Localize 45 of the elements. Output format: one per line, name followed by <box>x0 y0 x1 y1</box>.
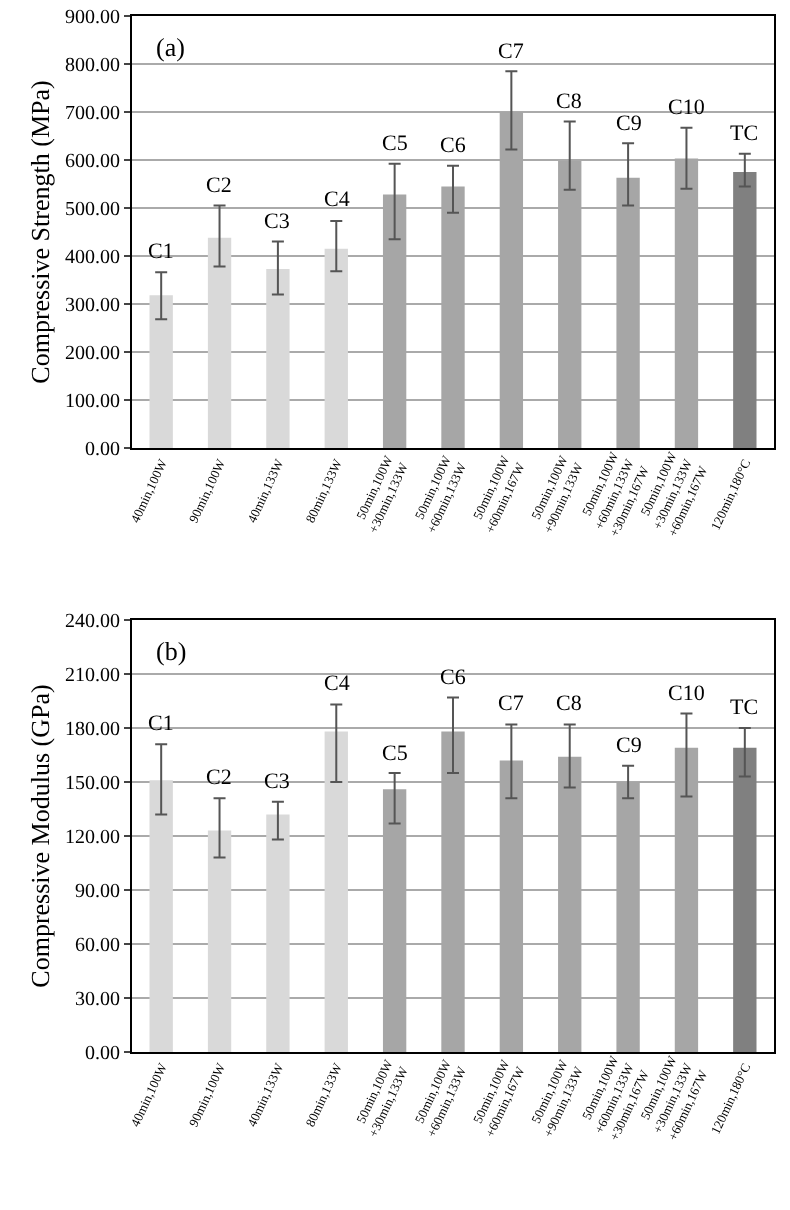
annotation: C6 <box>440 666 467 690</box>
y-tick-label: 400.00 <box>65 247 120 269</box>
annotation: C5 <box>382 132 409 156</box>
annotation: TC <box>730 696 759 720</box>
annotation: C8 <box>556 692 583 716</box>
annotation: C1 <box>148 712 174 736</box>
y-tick-label: 150.00 <box>65 773 120 795</box>
y-tick-label: 30.00 <box>75 989 120 1011</box>
annotation: C2 <box>206 766 232 790</box>
y-tick-label: 60.00 <box>75 935 120 957</box>
annotation: C3 <box>264 770 291 794</box>
y-axis-title: Compressive Strength (MPa) <box>24 80 55 384</box>
y-tick-label: 300.00 <box>65 295 120 317</box>
y-tick-label: 100.00 <box>65 391 120 413</box>
annotation: C10 <box>668 96 706 120</box>
y-tick-label: 900.00 <box>65 7 120 29</box>
annotation: C7 <box>498 692 525 716</box>
y-tick-label: 600.00 <box>65 151 120 173</box>
y-tick-label: 90.00 <box>75 881 120 903</box>
annotation: C8 <box>556 90 583 114</box>
annotation: C10 <box>668 682 706 706</box>
annotation: (a) <box>156 32 185 62</box>
y-tick-label: 240.00 <box>65 611 120 633</box>
y-tick-label: 0.00 <box>85 1043 120 1065</box>
annotation: C4 <box>324 672 351 696</box>
annotation: C3 <box>264 210 291 234</box>
annotation: C5 <box>382 742 409 766</box>
annotation: C4 <box>324 188 351 212</box>
annotation: C2 <box>206 174 232 198</box>
annotation: C9 <box>616 734 643 758</box>
annotation: C9 <box>616 112 643 136</box>
annotation: C7 <box>498 40 525 64</box>
annotation: (b) <box>156 636 187 666</box>
y-tick-label: 800.00 <box>65 55 120 77</box>
annotation: C6 <box>440 134 467 158</box>
y-tick-label: 200.00 <box>65 343 120 365</box>
y-tick-label: 210.00 <box>65 665 120 687</box>
annotation: C1 <box>148 240 174 264</box>
annotation: TC <box>730 122 759 146</box>
y-axis-title: Compressive Modulus (GPa) <box>24 684 55 988</box>
y-tick-label: 0.00 <box>85 439 120 461</box>
y-tick-label: 180.00 <box>65 719 120 741</box>
y-tick-label: 120.00 <box>65 827 120 849</box>
y-tick-label: 500.00 <box>65 199 120 221</box>
y-tick-label: 700.00 <box>65 103 120 125</box>
